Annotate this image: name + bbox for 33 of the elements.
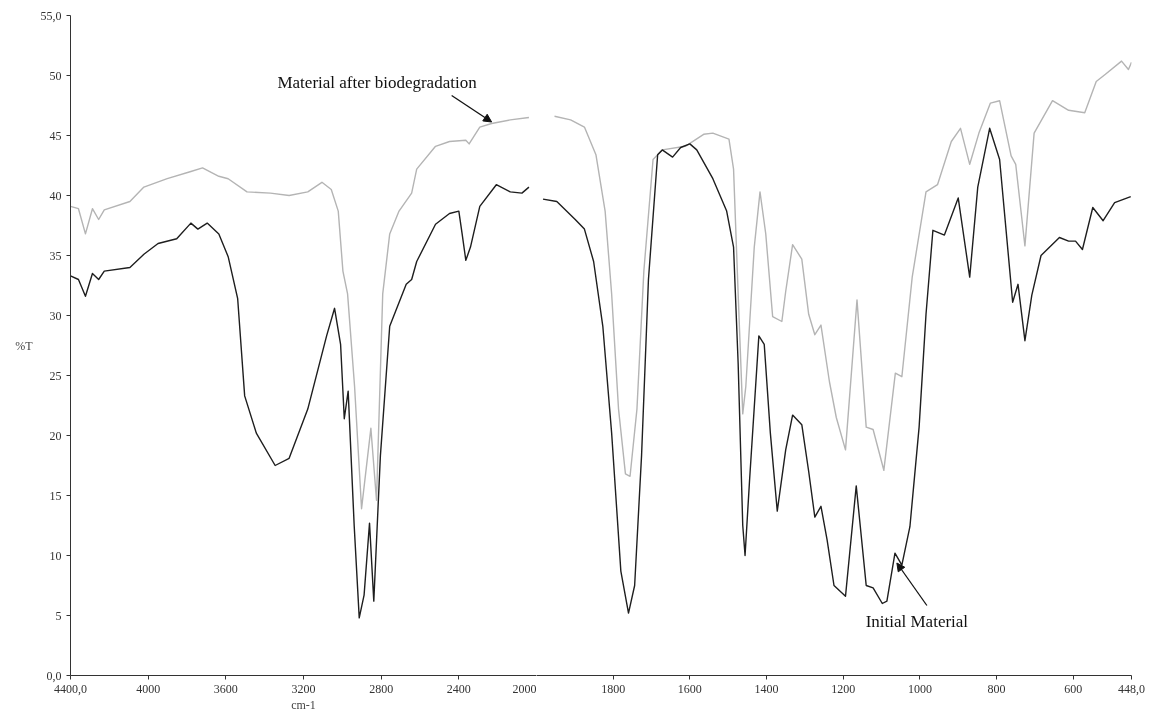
- x-tick-label: 448,0: [1118, 681, 1145, 696]
- y-tick-label: 40: [49, 188, 62, 203]
- x-tick-label: 1800: [601, 681, 626, 696]
- x-tick-label: 3200: [291, 681, 316, 696]
- y-tick-label: 30: [49, 308, 62, 323]
- x-tick-label: 4400,0: [54, 681, 87, 696]
- line-series: [70, 116, 530, 510]
- x-tick-label: 1400: [754, 681, 779, 696]
- x-tick-label: 1000: [907, 681, 932, 696]
- x-tick-label: 800: [987, 681, 1006, 696]
- y-tick-label: 0,0: [46, 668, 62, 683]
- annotation: Material after biodegradation: [277, 72, 478, 92]
- y-tick-label: 35: [49, 248, 62, 263]
- y-tick-label: 55,0: [40, 8, 62, 23]
- x-tick-label: 2400: [446, 681, 471, 696]
- y-tick-label: 20: [49, 428, 62, 443]
- y-axis-title: %T: [15, 338, 34, 353]
- x-tick-label: 4000: [136, 681, 161, 696]
- x-tick-label: 600: [1064, 681, 1083, 696]
- y-tick-label: 10: [49, 548, 62, 563]
- y-tick-label: 5: [55, 608, 62, 623]
- line-series: [70, 184, 530, 619]
- y-tick-label: 50: [49, 68, 62, 83]
- x-axis-title: cm-1: [291, 697, 316, 712]
- x-tick-label: 1600: [677, 681, 702, 696]
- x-tick-label: 2800: [369, 681, 394, 696]
- x-tick-label: 1200: [831, 681, 856, 696]
- y-tick-label: 45: [49, 128, 62, 143]
- annotation: Initial Material: [865, 611, 969, 631]
- x-tick-label: 3600: [213, 681, 238, 696]
- x-tick-label: 2000: [512, 681, 537, 696]
- y-tick-label: 15: [49, 488, 62, 503]
- y-tick-label: 25: [49, 368, 62, 383]
